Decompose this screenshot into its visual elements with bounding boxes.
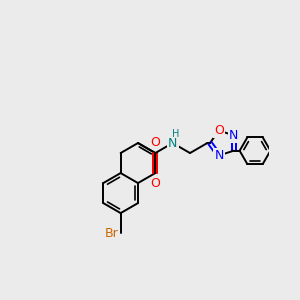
Text: O: O [150, 136, 160, 149]
Text: N: N [168, 136, 177, 149]
Text: H: H [172, 129, 179, 139]
Text: Br: Br [105, 226, 118, 240]
Text: O: O [150, 177, 160, 190]
Text: O: O [214, 124, 224, 137]
Text: N: N [229, 129, 238, 142]
Text: N: N [214, 149, 224, 162]
